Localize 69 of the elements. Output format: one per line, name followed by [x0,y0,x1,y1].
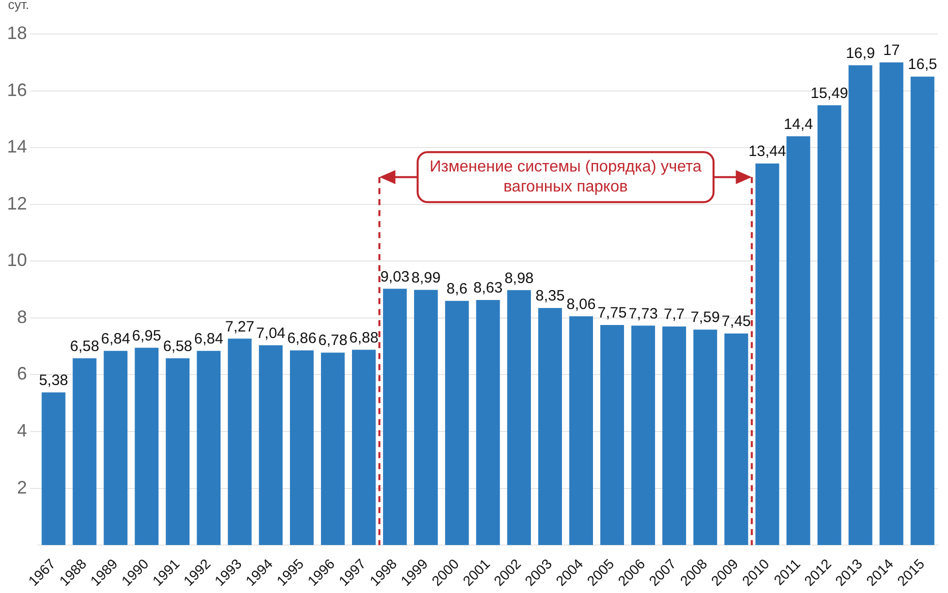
data-label: 6,58 [163,338,192,355]
bar [42,392,66,546]
data-label: 7,59 [690,309,720,326]
data-label: 7,04 [256,324,286,342]
data-label: 7,27 [225,318,254,336]
bar [134,348,159,546]
y-tick-label: 12 [6,193,28,214]
bar [196,350,221,546]
bar [72,358,96,546]
bar [569,316,593,546]
data-label: 5,38 [38,372,68,389]
data-label: 8,99 [411,269,441,286]
data-label: 7,75 [598,304,627,322]
data-label: 7,73 [628,305,658,322]
y-tick-label: 16 [6,80,28,100]
bar [818,105,842,546]
data-label: 8,6 [446,280,468,298]
bar [476,300,500,546]
data-label: 6,88 [349,329,378,346]
data-label: 16,9 [846,44,876,62]
data-label: 16,5 [908,56,938,74]
bar [104,350,128,546]
band-label: Изменение системы (порядка) учета вагонных парков [430,158,702,196]
data-label: 17 [883,42,900,60]
y-tick-label: 10 [6,250,28,270]
data-label: 8,63 [473,280,503,297]
data-label: 6,86 [287,330,316,347]
bar [352,350,376,546]
bar [848,65,872,546]
y-tick-label: 4 [17,420,28,440]
bar [538,308,562,546]
y-tick-label: 8 [17,306,28,327]
y-tick-label: 18 [6,22,28,43]
bar [724,334,748,546]
data-label: 6,84 [194,330,224,348]
data-label: 8,98 [504,270,534,287]
data-label: 14,4 [784,116,813,133]
y-tick-label: 6 [17,364,28,384]
bar [414,290,438,546]
bar [786,136,810,546]
data-label: 6,95 [132,327,162,344]
bar [693,330,718,546]
data-label: 8,06 [566,296,596,313]
data-label: 15,49 [810,84,848,102]
bar [662,326,686,546]
bar [600,325,624,546]
data-label: 7,7 [664,306,685,324]
bar [755,163,780,546]
data-label: 9,03 [380,268,410,286]
bar [228,338,252,546]
y-axis-title: сут. [8,0,30,12]
bar [383,288,407,546]
bar [445,300,469,546]
bar [880,62,904,546]
y-tick-label: 14 [6,136,28,157]
data-label: 13,44 [748,143,786,160]
data-label: 6,84 [101,330,130,348]
data-label: 6,58 [70,338,100,355]
data-label: 8,35 [535,288,565,305]
y-tick-label: 2 [17,477,28,498]
bar [631,326,656,546]
bar [507,290,531,546]
bar [290,350,314,546]
data-label: 6,78 [318,332,348,350]
bar [166,358,190,546]
data-label: 7,45 [722,313,751,330]
bar [910,76,934,546]
bar [320,352,345,546]
bar [258,345,283,546]
